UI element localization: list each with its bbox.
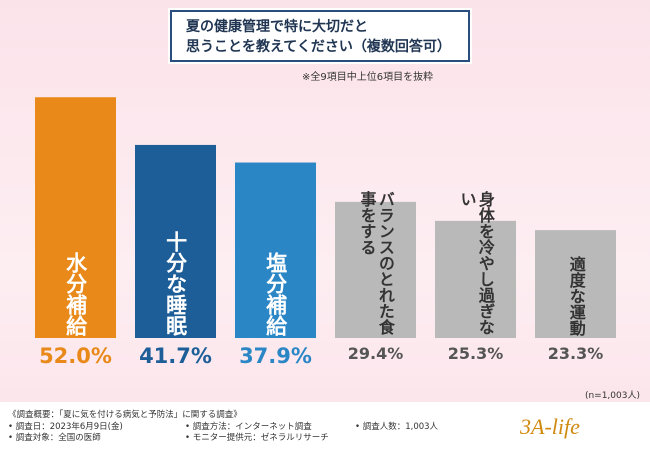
bar bbox=[35, 97, 116, 339]
value-label: 41.7% bbox=[139, 344, 212, 368]
title-box: 夏の健康管理で特に大切だと 思うことを教えてください（複数回答可） bbox=[168, 8, 472, 64]
logo: 3A-life bbox=[520, 414, 580, 439]
bar bbox=[435, 220, 516, 338]
value-label: 29.4% bbox=[347, 344, 404, 363]
footer-item: • 調査日：2023年6月9日(金) bbox=[8, 422, 123, 432]
bar bbox=[135, 144, 216, 338]
footer-item: • モニター提供元：ゼネラルリサーチ bbox=[185, 433, 329, 443]
category-label: 適度な運動 bbox=[566, 256, 586, 336]
category-label: 十分な睡眠 bbox=[163, 231, 188, 336]
note: ※全9項目中上位6項目を抜粋 bbox=[302, 72, 434, 83]
category-label: バランスのとれた食事をする bbox=[357, 191, 395, 335]
title-line: 夏の健康管理で特に大切だと bbox=[186, 19, 368, 35]
footer-item: • 調査対象：全国の医師 bbox=[8, 433, 101, 443]
footer-item: • 調査人数：1,003人 bbox=[355, 422, 439, 432]
bar bbox=[535, 230, 616, 338]
category-label: 塩分補給 bbox=[263, 252, 288, 336]
value-label: 25.3% bbox=[447, 344, 504, 363]
footer-item: • 調査方法：インターネット調査 bbox=[185, 422, 312, 432]
footer-area bbox=[0, 402, 650, 450]
footer-heading: 《調査概要：「夏に気を付ける病気と予防法」に関する調査》 bbox=[8, 410, 242, 420]
bar bbox=[235, 162, 316, 338]
title-line: 思うことを教えてください（複数回答可） bbox=[186, 39, 451, 55]
value-label: 23.3% bbox=[547, 344, 604, 363]
sample-size: (n=1,003人) bbox=[584, 391, 640, 401]
value-label: 37.9% bbox=[239, 344, 312, 368]
bar bbox=[335, 201, 416, 338]
category-label: 水分補給 bbox=[63, 252, 88, 336]
value-label: 52.0% bbox=[39, 344, 112, 368]
category-label: 身体を冷やし過ぎない bbox=[457, 191, 495, 335]
